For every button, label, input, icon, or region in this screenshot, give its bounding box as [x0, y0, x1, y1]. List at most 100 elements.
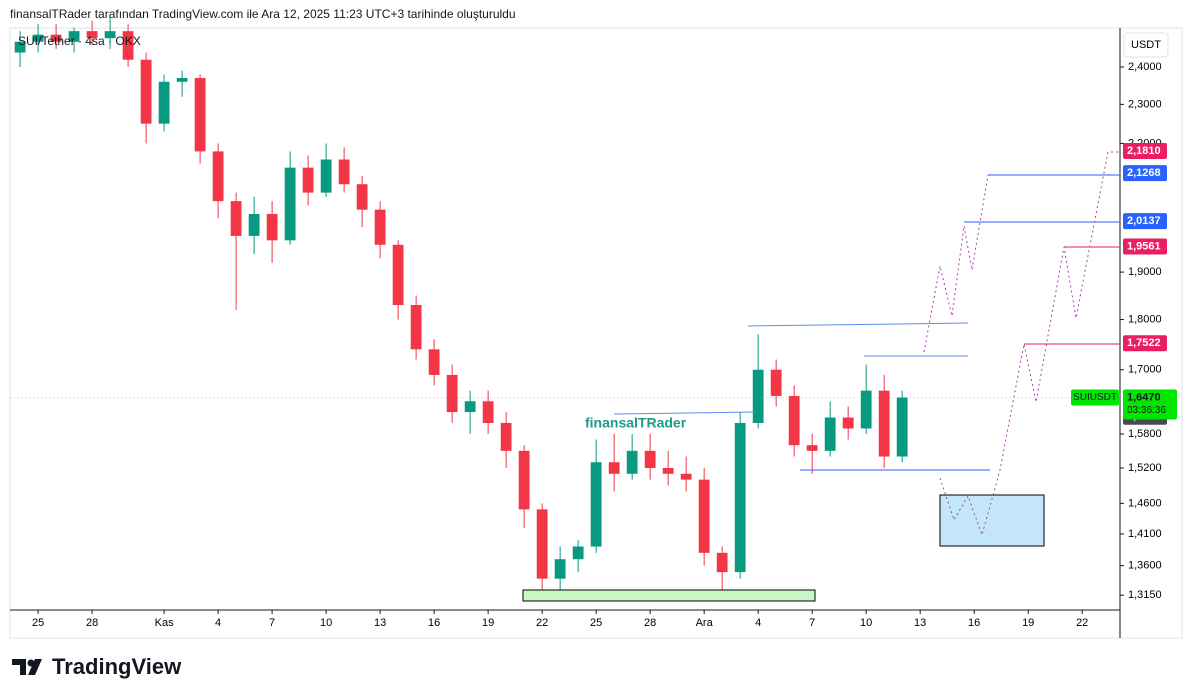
candle-body — [536, 509, 548, 579]
y-tick-label: 1,8000 — [1128, 313, 1162, 325]
candle-body — [698, 479, 710, 553]
candle-body — [68, 31, 80, 42]
frame — [9, 27, 1183, 639]
price-label: 1,9561 — [1127, 240, 1161, 252]
candle-body — [356, 184, 368, 210]
last-price-box — [1123, 389, 1177, 420]
y-tick-label: 2,3000 — [1128, 98, 1162, 110]
candle-body — [482, 401, 494, 423]
candle-body — [104, 31, 116, 39]
currency-box — [1123, 32, 1169, 58]
candle-body — [824, 417, 836, 451]
x-tick-label: 22 — [536, 617, 548, 629]
price-label: 2,1268 — [1127, 167, 1161, 179]
y-tick-label: 1,3150 — [1128, 589, 1162, 601]
candle-body — [590, 462, 602, 547]
candle-body — [788, 395, 800, 446]
candle-body — [212, 151, 224, 202]
brand-name: TradingView — [52, 654, 182, 679]
candle-body — [302, 167, 314, 193]
x-tick-label: 10 — [860, 617, 872, 629]
candle-body — [50, 34, 62, 42]
candle-body — [248, 213, 260, 236]
candle-body — [140, 59, 152, 124]
x-tick-label: 7 — [269, 617, 275, 629]
candle-body — [842, 417, 854, 429]
x-tick-label: 28 — [644, 617, 656, 629]
support-zone — [522, 589, 816, 602]
symbol-label: SUI/Tether · 4sa · OKX — [18, 34, 141, 48]
drawings — [522, 151, 1120, 602]
x-tick-label: 10 — [320, 617, 332, 629]
candle-body — [770, 369, 782, 396]
y-tick-label: 1,5800 — [1128, 428, 1162, 440]
candle-body — [878, 390, 890, 457]
level-line — [747, 322, 969, 327]
x-tick-label: 25 — [590, 617, 602, 629]
y-tick-label: 1,9000 — [1128, 266, 1162, 278]
level-line — [613, 411, 756, 415]
candle-body — [734, 422, 746, 573]
x-tick-label: 13 — [914, 617, 926, 629]
symbol-tag: SUIUSDT — [1073, 392, 1117, 403]
y-tick-label: 1,3600 — [1128, 560, 1162, 572]
x-tick-label: 22 — [1076, 617, 1088, 629]
candle-body — [284, 167, 296, 241]
x-tick-label: 4 — [215, 617, 221, 629]
price-label-box — [1123, 142, 1167, 159]
candle-body — [86, 31, 98, 39]
candle-body — [752, 369, 764, 423]
price-label: 2,1810 — [1127, 145, 1161, 157]
candle-body — [392, 244, 404, 306]
candle-body — [266, 213, 278, 241]
candle-body — [32, 34, 44, 42]
candle-body — [446, 374, 458, 413]
logo — [12, 659, 42, 675]
candle-body — [572, 546, 584, 560]
candle-body — [176, 78, 188, 82]
symbol-tag-box — [1071, 389, 1119, 406]
x-tick-label: 16 — [428, 617, 440, 629]
price-label-box — [1123, 165, 1167, 182]
candle-body — [122, 31, 134, 60]
watermark: finansalTRader — [585, 415, 687, 431]
x-tick-label: Kas — [155, 617, 174, 629]
brand: TradingView — [12, 654, 181, 680]
price-label-box — [1123, 335, 1167, 352]
x-tick-label: 19 — [1022, 617, 1034, 629]
candle-body — [14, 41, 26, 53]
price-label-box — [1123, 213, 1167, 230]
x-tick-label: Ara — [696, 617, 714, 629]
candle-body — [806, 445, 818, 451]
y-tick-label: 1,7000 — [1128, 364, 1162, 376]
x-tick-label: 19 — [482, 617, 494, 629]
chart: SUI/Tether · 4sa · OKX finansalTRader US… — [9, 17, 1183, 639]
y-tick-label: 1,4100 — [1128, 528, 1162, 540]
candle-body — [428, 349, 440, 375]
currency: USDT — [1131, 39, 1161, 51]
candle-body — [158, 81, 170, 124]
candle-body — [464, 401, 476, 413]
x-tick-label: 28 — [86, 617, 98, 629]
candle-body — [338, 159, 350, 185]
candle-body — [608, 462, 620, 474]
candle-body — [500, 422, 512, 451]
x-tick-label: 4 — [755, 617, 761, 629]
countdown: 03:36:36 — [1127, 405, 1166, 416]
candle-body — [896, 397, 908, 457]
candle-body — [644, 450, 656, 468]
candle-body — [554, 559, 566, 579]
target-box — [939, 494, 1045, 547]
price-label: 1,7522 — [1127, 337, 1161, 349]
x-tick-label: 16 — [968, 617, 980, 629]
price-label: 2,0137 — [1127, 215, 1161, 227]
x-tick-label: 13 — [374, 617, 386, 629]
x-tick-label: 25 — [32, 617, 44, 629]
candle-body — [410, 305, 422, 350]
candle-body — [680, 473, 692, 480]
candle-body — [320, 159, 332, 193]
candle-body — [626, 450, 638, 474]
projection-path — [923, 174, 989, 353]
candle-body — [194, 78, 206, 152]
